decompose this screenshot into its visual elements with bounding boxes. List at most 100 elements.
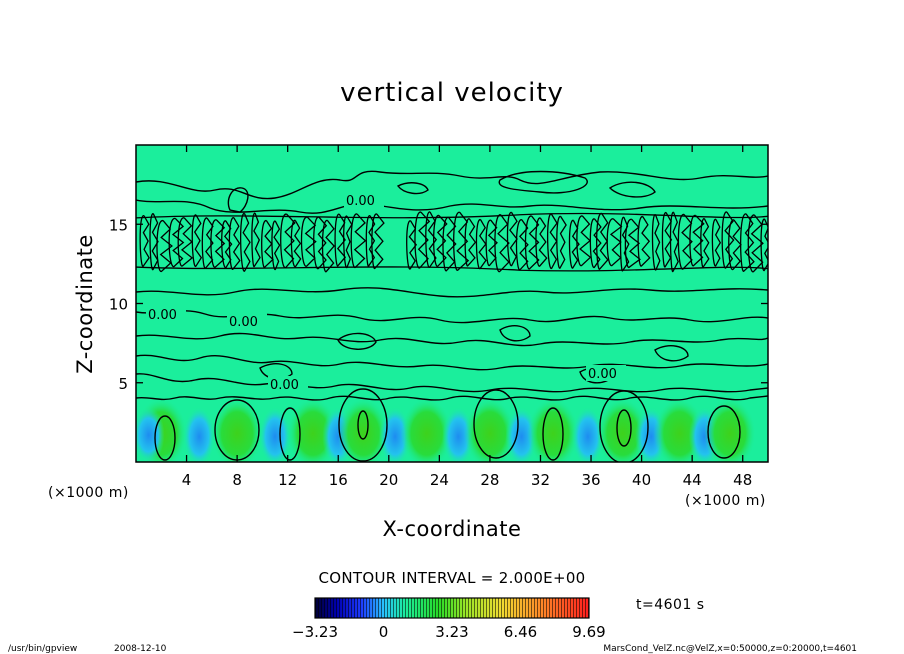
contour-line: [542, 407, 564, 461]
contour-line: [498, 170, 588, 194]
y-axis-label: Z-coordinate: [73, 234, 97, 374]
x-axis-label: X-coordinate: [383, 517, 522, 541]
time-label: t=4601 s: [636, 597, 705, 613]
turbulent-contour: [343, 215, 353, 269]
turbulent-contour: [201, 217, 214, 269]
contour-label: 0.00: [346, 194, 375, 209]
contour-line: [136, 170, 768, 200]
turbulent-contour: [546, 213, 558, 270]
colorbar: −3.23 0 3.23 6.46 9.69: [292, 597, 606, 641]
x-tick-label: 48: [733, 471, 752, 489]
turbulent-contour: [464, 218, 477, 267]
colorbar-tick-label: 0: [379, 623, 389, 641]
x-tick-label: 8: [232, 471, 242, 489]
updraft-cell: [527, 397, 580, 462]
turbulent-contour: [711, 218, 722, 267]
contour-line: [136, 395, 768, 401]
turbulent-contour: [606, 218, 623, 267]
x-tick-label: 20: [379, 471, 398, 489]
updraft-cell: [211, 397, 264, 462]
footer-date: 2008-12-10: [114, 644, 167, 654]
turbulent-contour: [191, 214, 203, 267]
updraft-cell: [400, 397, 453, 462]
turbulent-contour: [619, 216, 630, 272]
y-tick-label: 10: [109, 296, 128, 314]
chart-title: vertical velocity: [340, 78, 564, 108]
turbulent-contour: [535, 217, 548, 267]
contour-label: 0.00: [270, 378, 299, 393]
contour-line: [154, 415, 176, 461]
updraft-cell: [337, 397, 390, 462]
x-axis-ticks: 4 8 12 16 20 24 28 32 36 40 44 48: [182, 145, 752, 489]
contour-line: [227, 187, 249, 213]
contour-line: [136, 354, 768, 371]
contour-interval: CONTOUR INTERVAL = 2.000E+00: [318, 569, 585, 587]
turbulent-contour: [589, 218, 602, 269]
turbulent-contour: [365, 215, 376, 267]
colorbar-ticks: −3.23 0 3.23 6.46 9.69: [292, 623, 606, 641]
turbulent-contour: [136, 212, 768, 219]
contour-line: [136, 332, 768, 347]
contour-line: [357, 410, 369, 440]
turbulent-contour: [453, 211, 470, 271]
turbulent-contour: [210, 219, 226, 268]
colorbar-frame: [314, 597, 590, 619]
turbulent-contour: [485, 219, 498, 267]
color-field: [136, 397, 757, 462]
colorbar-tick-label: 6.46: [504, 623, 537, 641]
downdraft-cell: [571, 406, 604, 462]
contour-line: [396, 182, 429, 195]
turbulent-contour: [515, 219, 529, 271]
contour-line: [616, 409, 632, 447]
contour-line: [136, 199, 768, 214]
contour-line: [473, 389, 519, 459]
turbulent-contour: [700, 218, 710, 268]
turbulent-contour: [261, 219, 274, 268]
turbulent-contour-band: [136, 211, 768, 273]
downdraft-cell: [259, 406, 292, 462]
turbulent-contour: [228, 217, 241, 270]
footer-source: MarsCond_VelZ.nc@VelZ,x=0:50000,z=0:2000…: [603, 644, 857, 654]
plot-area: 0.00 0.00 0.00 0.00 0.00: [135, 144, 769, 463]
contour-line: [654, 345, 689, 362]
x-tick-label: 24: [430, 471, 449, 489]
x-tick-label: 32: [531, 471, 550, 489]
turbulent-contour: [313, 216, 328, 270]
x-tick-label: 36: [581, 471, 600, 489]
contour-line: [136, 287, 768, 298]
turbulent-contour: [280, 213, 296, 269]
y-axis-unit: (×1000 m): [48, 485, 129, 501]
y-tick-label: 15: [109, 216, 128, 234]
x-axis-unit: (×1000 m): [685, 493, 766, 509]
colorbar-tick-label: −3.23: [292, 623, 338, 641]
colorbar-tick-label: 3.23: [435, 623, 468, 641]
contour-line: [136, 373, 768, 393]
y-axis-ticks: 5 10 15: [109, 216, 768, 393]
turbulent-contour: [177, 217, 194, 267]
x-tick-label: 44: [683, 471, 702, 489]
contour-line: [279, 407, 301, 461]
turbulent-contour: [239, 212, 251, 272]
footer-program: /usr/bin/gpview: [8, 644, 77, 654]
colorbar-stripes: [315, 598, 589, 618]
updraft-cell: [704, 397, 757, 462]
turbulent-contour: [350, 213, 367, 269]
turbulent-contour: [596, 212, 609, 270]
y-tick-label: 5: [118, 375, 128, 393]
contour-line: [337, 332, 377, 350]
updraft-contours: [154, 388, 741, 462]
contour-value-labels: 0.00 0.00 0.00 0.00 0.00: [146, 192, 626, 393]
turbulent-contour: [637, 215, 651, 267]
turbulent-contour: [251, 212, 261, 268]
contour-line: [338, 388, 388, 462]
updraft-cell: [463, 397, 516, 462]
turbulent-contour: [168, 217, 185, 268]
turbulent-contour: [321, 219, 335, 273]
x-tick-label: 12: [278, 471, 297, 489]
x-tick-label: 40: [632, 471, 651, 489]
contour-line: [707, 405, 741, 459]
contour-lines: [136, 170, 768, 462]
turbulent-contour: [136, 266, 768, 272]
turbulent-contour: [371, 213, 385, 270]
